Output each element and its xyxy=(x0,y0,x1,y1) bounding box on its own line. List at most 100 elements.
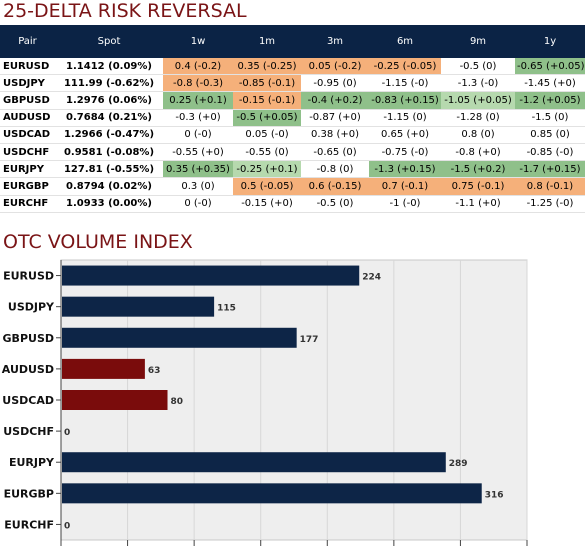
pair-cell: USDCHF xyxy=(0,143,55,162)
spot-cell: 1.1412 (0.09%) xyxy=(55,58,163,76)
risk-reversal-title: 25-DELTA RISK REVERSAL xyxy=(3,0,247,22)
spot-cell: 127.81 (-0.55%) xyxy=(55,160,163,179)
rr-value-cell: -1.2 (+0.05) xyxy=(515,91,585,110)
column-header-9m: 9m xyxy=(441,25,515,58)
table-row: USDCAD 1.2966 (-0.47%) 0 (-0) 0.05 (-0) 0.38… xyxy=(0,126,585,144)
rr-value-cell: -0.5 (0) xyxy=(301,195,369,213)
rr-value-cell: 0.25 (+0.1) xyxy=(163,91,233,110)
rr-value-cell: -1.5 (0) xyxy=(515,109,585,127)
data-label: 0 xyxy=(64,521,70,531)
rr-value-cell: -0.15 (+0) xyxy=(233,195,301,213)
bar xyxy=(62,327,297,348)
table-row: AUDUSD 0.7684 (0.21%) -0.3 (+0) -0.5 (+0.05… xyxy=(0,109,585,127)
column-header-3m: 3m xyxy=(301,25,369,58)
rr-value-cell: 0.6 (-0.15) xyxy=(301,177,369,196)
rr-value-cell: -0.85 (-0.1) xyxy=(233,74,301,93)
category-label: AUDUSD xyxy=(2,363,54,376)
table-row: EURCHF 1.0933 (0.00%) 0 (-0) -0.15 (+0) -0.5… xyxy=(0,195,585,213)
table-row: EURJPY 127.81 (-0.55%) 0.35 (+0.35) -0.25 (… xyxy=(0,160,585,179)
data-label: 63 xyxy=(148,366,161,376)
rr-value-cell: -1.15 (-0) xyxy=(369,74,441,93)
rr-value-cell: -1.5 (+0.2) xyxy=(441,160,515,179)
pair-cell: USDJPY xyxy=(0,74,55,93)
table-header-row: Pair Spot 1w 1m 3m 6m 9m 1y xyxy=(0,25,585,58)
rr-value-cell: 0.35 (+0.35) xyxy=(163,160,233,179)
column-header-6m: 6m xyxy=(369,25,441,58)
data-label: 289 xyxy=(449,459,468,469)
rr-value-cell: -0.8 (+0) xyxy=(441,143,515,162)
rr-value-cell: 0.35 (-0.25) xyxy=(233,58,301,76)
spot-cell: 0.8794 (0.02%) xyxy=(55,177,163,196)
bar xyxy=(62,390,168,410)
data-label: 177 xyxy=(300,335,319,345)
spot-cell: 0.9581 (-0.08%) xyxy=(55,143,163,162)
rr-value-cell: 0.5 (-0.05) xyxy=(233,177,301,196)
pair-cell: EURGBP xyxy=(0,177,55,196)
rr-value-cell: -1.45 (+0) xyxy=(515,74,585,93)
table-row: USDJPY 111.99 (-0.62%) -0.8 (-0.3) -0.85 (-… xyxy=(0,74,585,93)
bar xyxy=(62,452,446,473)
rr-value-cell: -0.25 (-0.05) xyxy=(369,58,441,76)
column-header-1y: 1y xyxy=(515,25,585,58)
rr-value-cell: -0.5 (0) xyxy=(441,58,515,76)
rr-value-cell: -0.55 (+0) xyxy=(163,143,233,162)
rr-value-cell: -0.65 (0) xyxy=(301,143,369,162)
spot-cell: 1.2966 (-0.47%) xyxy=(55,126,163,144)
pair-cell: GBPUSD xyxy=(0,91,55,110)
rr-value-cell: -0.15 (-0.1) xyxy=(233,91,301,110)
rr-value-cell: -1.25 (-0) xyxy=(515,195,585,213)
rr-value-cell: -0.3 (+0) xyxy=(163,109,233,127)
rr-value-cell: 0.8 (-0.1) xyxy=(515,177,585,196)
bar xyxy=(62,265,360,286)
pair-cell: AUDUSD xyxy=(0,109,55,127)
rr-value-cell: 0.7 (-0.1) xyxy=(369,177,441,196)
pair-cell: EURCHF xyxy=(0,195,55,213)
pair-cell: EURJPY xyxy=(0,160,55,179)
rr-value-cell: 0.05 (-0) xyxy=(233,126,301,144)
table-row: EURUSD 1.1412 (0.09%) 0.4 (-0.2) 0.35 (-0.2… xyxy=(0,58,585,76)
column-header-spot: Spot xyxy=(55,25,163,58)
rr-value-cell: -0.87 (+0) xyxy=(301,109,369,127)
rr-value-cell: -0.75 (-0) xyxy=(369,143,441,162)
rr-value-cell: 0.3 (0) xyxy=(163,177,233,196)
rr-value-cell: 0.65 (+0) xyxy=(369,126,441,144)
otc-volume-chart: EURUSD 224 USDJPY 115 GBPUSD 177 AUDUSD 63 USDCA… xyxy=(2,259,528,546)
rr-value-cell: -1.1 (+0) xyxy=(441,195,515,213)
spot-cell: 111.99 (-0.62%) xyxy=(55,74,163,93)
bar xyxy=(62,296,215,317)
rr-value-cell: -1.3 (-0) xyxy=(441,74,515,93)
rr-value-cell: -1 (-0) xyxy=(369,195,441,213)
bar xyxy=(62,358,145,379)
spot-cell: 0.7684 (0.21%) xyxy=(55,109,163,127)
rr-value-cell: 0 (-0) xyxy=(163,126,233,144)
data-label: 224 xyxy=(362,273,381,283)
rr-value-cell: -0.8 (0) xyxy=(301,160,369,179)
data-label: 316 xyxy=(485,490,504,500)
rr-value-cell: -0.8 (-0.3) xyxy=(163,74,233,93)
category-label: EURJPY xyxy=(9,456,55,469)
volume-index-title: OTC VOLUME INDEX xyxy=(3,231,193,253)
category-label: EURUSD xyxy=(3,270,54,283)
rr-value-cell: -0.85 (-0) xyxy=(515,143,585,162)
category-label: USDCAD xyxy=(2,394,54,407)
rr-value-cell: 0.75 (-0.1) xyxy=(441,177,515,196)
bar xyxy=(62,483,482,504)
pair-cell: EURUSD xyxy=(0,58,55,76)
rr-value-cell: -1.15 (0) xyxy=(369,109,441,127)
table-row: GBPUSD 1.2976 (0.06%) 0.25 (+0.1) -0.15 (-0… xyxy=(0,91,585,110)
rr-value-cell: 0.8 (0) xyxy=(441,126,515,144)
category-label: GBPUSD xyxy=(3,332,54,345)
column-header-1m: 1m xyxy=(233,25,301,58)
category-label: EURGBP xyxy=(4,487,54,500)
rr-value-cell: -0.95 (0) xyxy=(301,74,369,93)
rr-value-cell: 0.85 (0) xyxy=(515,126,585,144)
rr-value-cell: -0.25 (+0.1) xyxy=(233,160,301,179)
spot-cell: 1.2976 (0.06%) xyxy=(55,91,163,110)
rr-value-cell: -1.3 (+0.15) xyxy=(369,160,441,179)
data-label: 80 xyxy=(171,397,184,407)
rr-value-cell: -0.5 (+0.05) xyxy=(233,109,301,127)
rr-value-cell: 0.38 (+0) xyxy=(301,126,369,144)
category-label: EURCHF xyxy=(4,518,54,531)
rr-value-cell: -0.65 (+0.05) xyxy=(515,58,585,76)
data-label: 0 xyxy=(64,428,70,438)
